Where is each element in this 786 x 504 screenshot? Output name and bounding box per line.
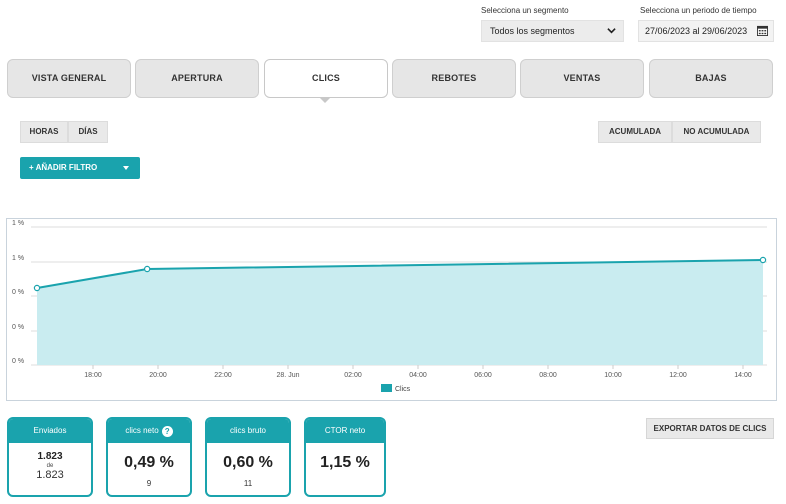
x-tick-label: 12:00: [669, 372, 687, 379]
legend-swatch: [381, 384, 392, 392]
period-input-value: 27/06/2023 al 29/06/2023: [645, 26, 748, 36]
x-tick-label: 22:00: [214, 372, 232, 379]
y-tick-label: 1 %: [12, 220, 24, 227]
hours-button[interactable]: HORAS: [20, 121, 68, 143]
x-tick-label: 04:00: [409, 372, 427, 379]
legend-label: Clics: [395, 386, 411, 393]
y-tick-label: 0 %: [12, 358, 24, 365]
clics-point: [759, 256, 767, 264]
x-tick-label: 14:00: [734, 372, 752, 379]
x-tick-label: 08:00: [539, 372, 557, 379]
chevron-down-icon: [607, 26, 616, 37]
sent-card: Enviados 1.823 de 1.823: [7, 417, 93, 497]
question-circle-icon[interactable]: ?: [161, 426, 173, 437]
clicks-chart-svg: 0 % 0 % 0 % 1 % 1 % 18:00 20:00 22:00 28. Jun 02:…: [12, 220, 767, 393]
calendar-icon[interactable]: [757, 25, 768, 36]
net-clicks-card: clics neto? 0,49 % 9: [106, 417, 192, 497]
clics-point: [33, 284, 41, 292]
x-tick-label: 20:00: [149, 372, 167, 379]
period-input[interactable]: 27/06/2023 al 29/06/2023: [638, 20, 774, 42]
gross-clicks-value: 0,60 %: [223, 454, 273, 471]
ctor-card: CTOR neto 1,15 %: [304, 417, 386, 497]
segment-label: Selecciona un segmento: [481, 6, 569, 15]
caret-down-icon: [123, 166, 129, 170]
x-tick-label: 02:00: [344, 372, 362, 379]
tab-vista-general[interactable]: VISTA GENERAL: [7, 59, 131, 98]
tab-rebotes[interactable]: REBOTES: [392, 59, 516, 98]
ctor-card-title: CTOR neto: [306, 419, 384, 443]
segment-select-value: Todos los segmentos: [490, 26, 575, 36]
net-clicks-card-title: clics neto: [125, 426, 159, 435]
days-button[interactable]: DÍAS: [68, 121, 108, 143]
gross-clicks-card-title: clics bruto: [207, 419, 289, 443]
y-tick-label: 1 %: [12, 255, 24, 262]
x-tick-label: 10:00: [604, 372, 622, 379]
sent-card-title: Enviados: [9, 419, 91, 443]
net-clicks-count: 9: [146, 479, 152, 488]
ctor-value: 1,15 %: [320, 454, 370, 471]
net-clicks-value: 0,49 %: [124, 454, 174, 471]
sent-total: 1.823: [36, 469, 64, 481]
x-tick-label: 18:00: [84, 372, 102, 379]
clics-point: [143, 265, 151, 273]
x-tick-label: 06:00: [474, 372, 492, 379]
sent-of: de: [46, 463, 54, 469]
tab-clics[interactable]: CLICS: [264, 59, 388, 98]
period-label: Selecciona un periodo de tiempo: [640, 6, 757, 15]
add-filter-label: + AÑADIR FILTRO: [29, 163, 98, 172]
sent-value: 1.823: [37, 451, 63, 462]
x-tick-label: 28. Jun: [277, 372, 300, 379]
tab-bajas[interactable]: BAJAS: [649, 59, 773, 98]
y-tick-label: 0 %: [12, 289, 24, 296]
add-filter-button[interactable]: + AÑADIR FILTRO: [20, 157, 140, 179]
gross-clicks-count: 11: [243, 479, 253, 488]
y-tick-label: 0 %: [12, 324, 24, 331]
active-tab-indicator: [319, 97, 331, 103]
gross-clicks-card: clics bruto 0,60 % 11: [205, 417, 291, 497]
clicks-chart: 0 % 0 % 0 % 1 % 1 % 18:00 20:00 22:00 28. Jun 02:…: [6, 218, 777, 401]
cumulative-button[interactable]: ACUMULADA: [598, 121, 672, 143]
non-cumulative-button[interactable]: NO ACUMULADA: [672, 121, 761, 143]
clics-area: [37, 260, 763, 365]
net-clicks-card-header: clics neto?: [108, 419, 190, 443]
tab-apertura[interactable]: APERTURA: [135, 59, 259, 98]
tab-ventas[interactable]: VENTAS: [520, 59, 644, 98]
export-clicks-button[interactable]: EXPORTAR DATOS DE CLICS: [646, 418, 774, 439]
segment-select[interactable]: Todos los segmentos: [481, 20, 624, 42]
